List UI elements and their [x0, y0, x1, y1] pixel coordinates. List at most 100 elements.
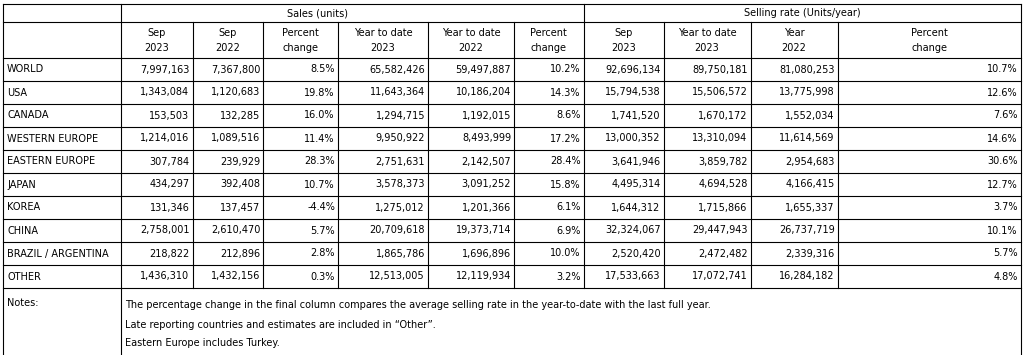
- Text: 132,285: 132,285: [220, 110, 260, 120]
- Text: 1,436,310: 1,436,310: [140, 272, 189, 282]
- Text: 7,997,163: 7,997,163: [140, 65, 189, 75]
- Text: 1,552,034: 1,552,034: [785, 110, 835, 120]
- Text: 4,166,415: 4,166,415: [785, 180, 835, 190]
- Text: Percent: Percent: [910, 28, 948, 38]
- Text: 11,643,364: 11,643,364: [370, 87, 425, 98]
- Text: 2,142,507: 2,142,507: [462, 157, 511, 166]
- Text: 239,929: 239,929: [220, 157, 260, 166]
- Text: 13,000,352: 13,000,352: [605, 133, 660, 143]
- Text: 0.3%: 0.3%: [310, 272, 335, 282]
- Text: 2023: 2023: [694, 43, 720, 53]
- Text: 10.7%: 10.7%: [304, 180, 335, 190]
- Text: 7,367,800: 7,367,800: [211, 65, 260, 75]
- Text: Notes:: Notes:: [7, 298, 39, 308]
- Text: Year to date: Year to date: [353, 28, 413, 38]
- Text: 4.8%: 4.8%: [993, 272, 1018, 282]
- Text: 15.8%: 15.8%: [550, 180, 581, 190]
- Text: 81,080,253: 81,080,253: [779, 65, 835, 75]
- Text: 3,091,252: 3,091,252: [462, 180, 511, 190]
- Text: 14.6%: 14.6%: [987, 133, 1018, 143]
- Text: 2,520,420: 2,520,420: [611, 248, 660, 258]
- Text: 89,750,181: 89,750,181: [692, 65, 748, 75]
- Text: 1,343,084: 1,343,084: [140, 87, 189, 98]
- Text: 434,297: 434,297: [150, 180, 189, 190]
- Text: 218,822: 218,822: [150, 248, 189, 258]
- Text: Year to date: Year to date: [678, 28, 736, 38]
- Text: 10.2%: 10.2%: [550, 65, 581, 75]
- Text: 19.8%: 19.8%: [304, 87, 335, 98]
- Text: 6.9%: 6.9%: [556, 225, 581, 235]
- Text: 16,284,182: 16,284,182: [779, 272, 835, 282]
- Text: Sales (units): Sales (units): [287, 8, 348, 18]
- Text: 26,737,719: 26,737,719: [779, 225, 835, 235]
- Text: 29,447,943: 29,447,943: [692, 225, 748, 235]
- Text: 2023: 2023: [144, 43, 169, 53]
- Text: change: change: [283, 43, 318, 53]
- Text: 19,373,714: 19,373,714: [456, 225, 511, 235]
- Text: 153,503: 153,503: [150, 110, 189, 120]
- Text: 10.1%: 10.1%: [987, 225, 1018, 235]
- Text: 9,950,922: 9,950,922: [376, 133, 425, 143]
- Text: 1,696,896: 1,696,896: [462, 248, 511, 258]
- Text: 20,709,618: 20,709,618: [370, 225, 425, 235]
- Text: 17,533,663: 17,533,663: [605, 272, 660, 282]
- Text: 1,670,172: 1,670,172: [698, 110, 748, 120]
- Text: 2,472,482: 2,472,482: [698, 248, 748, 258]
- Text: 12,119,934: 12,119,934: [456, 272, 511, 282]
- Text: Percent: Percent: [282, 28, 319, 38]
- Text: 15,506,572: 15,506,572: [692, 87, 748, 98]
- Text: Year to date: Year to date: [441, 28, 501, 38]
- Text: 1,655,337: 1,655,337: [785, 202, 835, 213]
- Text: change: change: [530, 43, 567, 53]
- Text: 14.3%: 14.3%: [550, 87, 581, 98]
- Text: 1,214,016: 1,214,016: [140, 133, 189, 143]
- Text: 28.3%: 28.3%: [304, 157, 335, 166]
- Text: 13,310,094: 13,310,094: [692, 133, 748, 143]
- Text: Sep: Sep: [219, 28, 237, 38]
- Text: WORLD: WORLD: [7, 65, 44, 75]
- Text: CHINA: CHINA: [7, 225, 38, 235]
- Text: KOREA: KOREA: [7, 202, 40, 213]
- Text: 11.4%: 11.4%: [304, 133, 335, 143]
- Text: Sep: Sep: [614, 28, 633, 38]
- Text: 1,644,312: 1,644,312: [611, 202, 660, 213]
- Text: 7.6%: 7.6%: [993, 110, 1018, 120]
- Text: Sep: Sep: [147, 28, 166, 38]
- Text: EASTERN EUROPE: EASTERN EUROPE: [7, 157, 95, 166]
- Text: 8,493,999: 8,493,999: [462, 133, 511, 143]
- Text: -4.4%: -4.4%: [307, 202, 335, 213]
- Text: 2,751,631: 2,751,631: [376, 157, 425, 166]
- Text: 1,192,015: 1,192,015: [462, 110, 511, 120]
- Text: 4,694,528: 4,694,528: [698, 180, 748, 190]
- Text: 59,497,887: 59,497,887: [456, 65, 511, 75]
- Text: 12,513,005: 12,513,005: [370, 272, 425, 282]
- Text: 1,865,786: 1,865,786: [376, 248, 425, 258]
- Text: 307,784: 307,784: [150, 157, 189, 166]
- Text: Percent: Percent: [530, 28, 567, 38]
- Text: 32,324,067: 32,324,067: [605, 225, 660, 235]
- Text: 1,120,683: 1,120,683: [211, 87, 260, 98]
- Text: 1,294,715: 1,294,715: [376, 110, 425, 120]
- Text: 2022: 2022: [781, 43, 807, 53]
- Text: 1,201,366: 1,201,366: [462, 202, 511, 213]
- Text: 17.2%: 17.2%: [550, 133, 581, 143]
- Text: The percentage change in the final column compares the average selling rate in t: The percentage change in the final colum…: [125, 300, 711, 311]
- Text: 10.7%: 10.7%: [987, 65, 1018, 75]
- Text: 11,614,569: 11,614,569: [779, 133, 835, 143]
- Text: OTHER: OTHER: [7, 272, 41, 282]
- Text: 92,696,134: 92,696,134: [605, 65, 660, 75]
- Text: 30.6%: 30.6%: [987, 157, 1018, 166]
- Text: Year: Year: [783, 28, 805, 38]
- Text: 12.6%: 12.6%: [987, 87, 1018, 98]
- Text: 1,275,012: 1,275,012: [376, 202, 425, 213]
- Text: 2.8%: 2.8%: [310, 248, 335, 258]
- Text: 10,186,204: 10,186,204: [456, 87, 511, 98]
- Text: Eastern Europe includes Turkey.: Eastern Europe includes Turkey.: [125, 339, 280, 349]
- Text: Late reporting countries and estimates are included in “Other”.: Late reporting countries and estimates a…: [125, 320, 435, 329]
- Text: 3.7%: 3.7%: [993, 202, 1018, 213]
- Text: 2,758,001: 2,758,001: [140, 225, 189, 235]
- Text: 2022: 2022: [459, 43, 483, 53]
- Text: 2023: 2023: [611, 43, 636, 53]
- Text: 212,896: 212,896: [220, 248, 260, 258]
- Text: 2,610,470: 2,610,470: [211, 225, 260, 235]
